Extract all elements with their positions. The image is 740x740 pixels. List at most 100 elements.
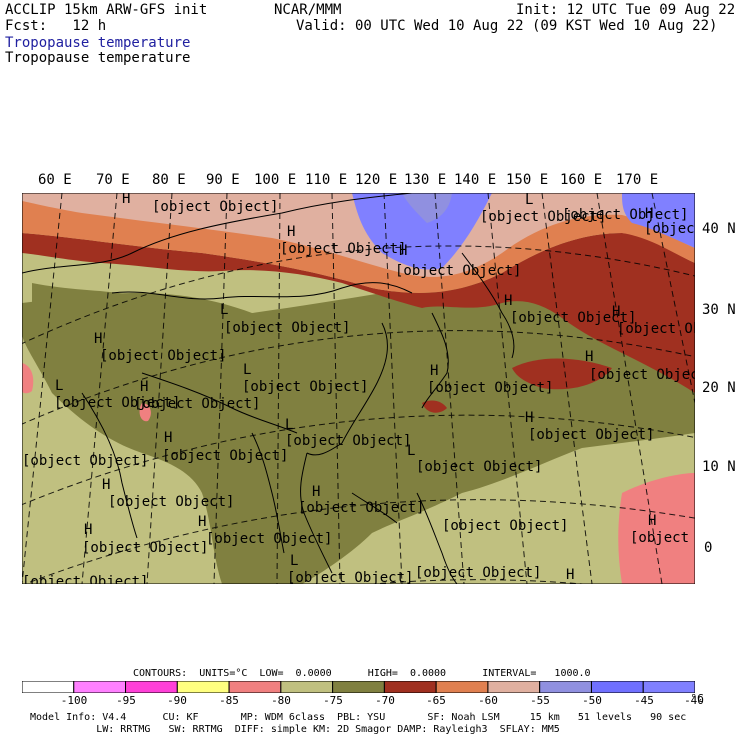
lat-label: 0	[704, 540, 713, 556]
lon-label: 120 E	[355, 172, 398, 188]
field-value: [object Object]	[480, 209, 606, 225]
field-value: [object Object]	[630, 530, 695, 546]
colorbar-tick: -100	[60, 694, 88, 707]
field-value: [object Object]	[206, 531, 332, 547]
field-value: [object Object]	[134, 396, 260, 412]
lat-label: 10 N	[702, 459, 736, 475]
field-value: [object Object]	[510, 310, 636, 326]
low-marker: L	[220, 302, 228, 318]
field-band-lightblue	[402, 193, 452, 223]
tropopause-temperature-map: [object Object] [object Object] [object …	[22, 193, 695, 584]
field-value: [object Object]	[82, 540, 208, 556]
field-value: [object Object]	[442, 518, 568, 534]
header-title-left: ACCLIP 15km ARW-GFS init	[5, 2, 208, 18]
field-value: [object Object]	[617, 321, 695, 337]
model-info-line2: LW: RRTMG SW: RRTMG DIFF: simple KM: 2D …	[30, 724, 560, 735]
colorbar-tick: -95	[116, 694, 136, 707]
colorbar-cell	[332, 681, 385, 693]
colorbar-tick: -85	[219, 694, 239, 707]
field-value: [object Object]	[100, 348, 226, 364]
colorbar-cell	[125, 681, 178, 693]
field-band-blue	[352, 193, 492, 270]
low-marker: L	[290, 553, 298, 569]
lon-label: 140 E	[454, 172, 497, 188]
colorbar-cell	[176, 681, 230, 693]
field-value: [object Object]	[528, 427, 654, 443]
low-marker: L	[55, 378, 63, 394]
high-marker: H	[566, 567, 574, 583]
high-marker: H	[287, 224, 295, 240]
field-value-labels: [object Object] [object Object] [object …	[22, 199, 695, 584]
field-value: [object Object]	[298, 500, 424, 516]
high-marker: H	[312, 484, 320, 500]
coastlines	[22, 193, 515, 584]
field-value: [object Object]	[395, 263, 521, 279]
field-value: [object Object]	[22, 453, 148, 469]
high-marker: H	[84, 522, 92, 538]
field-value: [object Object]	[287, 570, 413, 584]
colorbar-tick: -50	[582, 694, 602, 707]
colorbar-tick: -40	[684, 694, 704, 707]
colorbar	[22, 681, 695, 693]
low-marker: L	[285, 417, 293, 433]
colorbar-cell	[383, 681, 437, 693]
colorbar-unit: °C	[690, 692, 704, 705]
field-value: [object Object]	[416, 459, 542, 475]
field-value: [object Object]	[224, 320, 350, 336]
field-value: [object Object]	[415, 565, 541, 581]
lon-label: 170 E	[616, 172, 659, 188]
colorbar-cell	[22, 681, 75, 693]
field-value: [object Object]	[280, 241, 406, 257]
colorbar-cell	[435, 681, 489, 693]
field-blob-salmon	[139, 403, 151, 422]
high-marker: H	[504, 293, 512, 309]
field-value: [object Object]	[285, 433, 411, 449]
lon-label: 60 E	[38, 172, 72, 188]
field-blob-salmon	[618, 473, 695, 584]
lat-label: 40 N	[702, 221, 736, 237]
colorbar-cell	[642, 681, 695, 693]
lon-label: 150 E	[506, 172, 549, 188]
field-title-blue: Tropopause temperature	[5, 35, 191, 51]
field-value: [object Object]	[108, 494, 234, 510]
header-init: Init: 12 UTC Tue 09 Aug 22	[516, 2, 736, 18]
header-valid: Valid: 00 UTC Wed 10 Aug 22 (09 KST Wed …	[296, 18, 718, 34]
lat-label: 20 N	[702, 380, 736, 396]
colorbar-tick: -65	[426, 694, 446, 707]
colorbar-tick: -60	[478, 694, 498, 707]
field-value: [object Object]	[589, 367, 695, 383]
field-band-darkred	[22, 233, 695, 393]
low-marker: L	[525, 193, 533, 208]
high-low-markers: H H L H H L H H H L H L H H L H H L H H …	[55, 193, 656, 583]
contours-info: CONTOURS: UNITS=°C LOW= 0.0000 HIGH= 0.0…	[133, 668, 591, 679]
field-title-black: Tropopause temperature	[5, 50, 191, 66]
high-marker: H	[399, 243, 407, 259]
high-marker: H	[585, 349, 593, 365]
lon-label: 110 E	[305, 172, 348, 188]
field-band-pink	[22, 193, 695, 277]
field-value: [object Object]	[22, 574, 148, 584]
lon-label: 90 E	[206, 172, 240, 188]
lon-label: 80 E	[152, 172, 186, 188]
low-marker: L	[407, 443, 415, 459]
colorbar-tick: -75	[323, 694, 343, 707]
high-marker: H	[140, 379, 148, 395]
field-band-olive-west	[32, 283, 162, 346]
colorbar-tick: -45	[634, 694, 654, 707]
high-marker: H	[430, 363, 438, 379]
high-marker: H	[122, 193, 130, 207]
lon-label: 130 E	[404, 172, 447, 188]
field-blob-darkred	[422, 400, 447, 413]
field-value: [object Object]	[562, 207, 688, 223]
colorbar-tick: -70	[375, 694, 395, 707]
colorbar-tick: -55	[530, 694, 550, 707]
field-band-olive	[22, 281, 695, 584]
header-forecast: Fcst: 12 h	[5, 18, 107, 34]
field-value: [object Object]	[644, 221, 695, 237]
high-marker: H	[645, 206, 653, 222]
field-blob-salmon	[22, 363, 34, 394]
field-value: [object Object]	[54, 395, 180, 411]
high-marker: H	[198, 514, 206, 530]
colorbar-cell	[487, 681, 541, 693]
colorbar-cell	[539, 681, 592, 693]
